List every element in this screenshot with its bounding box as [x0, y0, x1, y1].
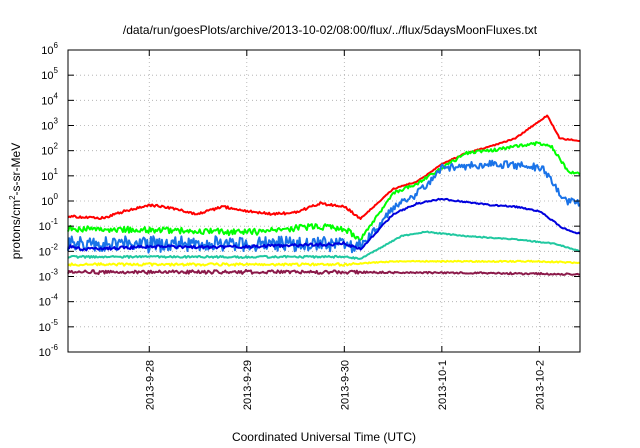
y-axis-ticks: 10-6 10-5 10-4 10-3 10-2 10-1 100 101 102 103 104 1…: [39, 41, 580, 359]
y-tick-label: 10-2: [39, 242, 59, 258]
series-line: [67, 259, 581, 267]
y-tick-label: 101: [41, 167, 58, 183]
series-line: [67, 159, 581, 254]
x-tick-label: 2013-10-1: [437, 360, 449, 410]
chart-title: /data/run/goesPlots/archive/2013-10-02/0…: [123, 23, 538, 37]
y-tick-label: 106: [41, 41, 58, 57]
grid-lines: [68, 50, 580, 352]
y-tick-label: 10-6: [39, 343, 59, 359]
y-tick-label: 10-4: [39, 293, 59, 309]
y-tick-label: 10-5: [39, 318, 59, 334]
x-tick-label: 2013-10-2: [534, 360, 546, 410]
x-axis-label: Coordinated Universal Time (UTC): [232, 430, 416, 444]
series-line: [67, 114, 581, 220]
series-line: [67, 268, 581, 276]
y-axis-label-sup: 2: [8, 195, 17, 200]
y-tick-label: 103: [41, 117, 58, 133]
y-tick-label: 102: [41, 142, 58, 158]
x-axis-ticks: 2013-9-28 2013-9-29 2013-9-30 2013-10-1 2013…: [144, 50, 546, 410]
y-tick-label: 10-3: [39, 268, 59, 284]
series-line: [67, 230, 581, 260]
y-axis-label: protons/cm2-s-sr-MeV: [8, 143, 23, 259]
y-tick-label: 104: [41, 91, 58, 107]
series-line: [68, 197, 581, 252]
y-axis-label-pre: protons/cm: [9, 200, 23, 259]
y-tick-label: 105: [41, 66, 58, 82]
y-axis-label-post: -s-sr-MeV: [9, 143, 23, 196]
y-tick-label: 100: [41, 192, 58, 208]
x-tick-label: 2013-9-29: [242, 360, 254, 410]
x-tick-label: 2013-9-30: [339, 360, 351, 410]
y-tick-label: 10-1: [39, 217, 59, 233]
series-lines: [67, 114, 581, 276]
x-tick-label: 2013-9-28: [144, 360, 156, 410]
series-line: [67, 141, 581, 242]
